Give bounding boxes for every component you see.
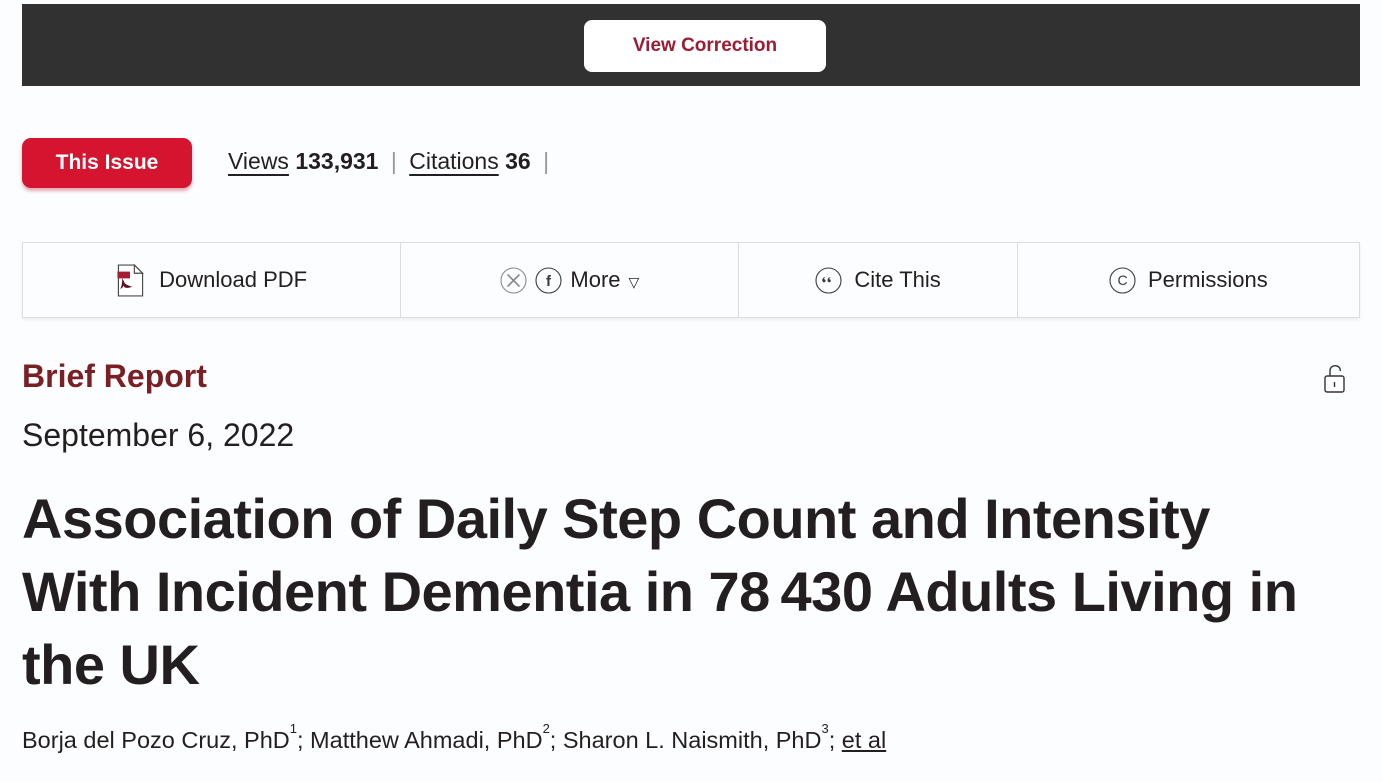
svg-text:C: C — [1117, 272, 1127, 288]
svg-text:f: f — [546, 273, 552, 290]
